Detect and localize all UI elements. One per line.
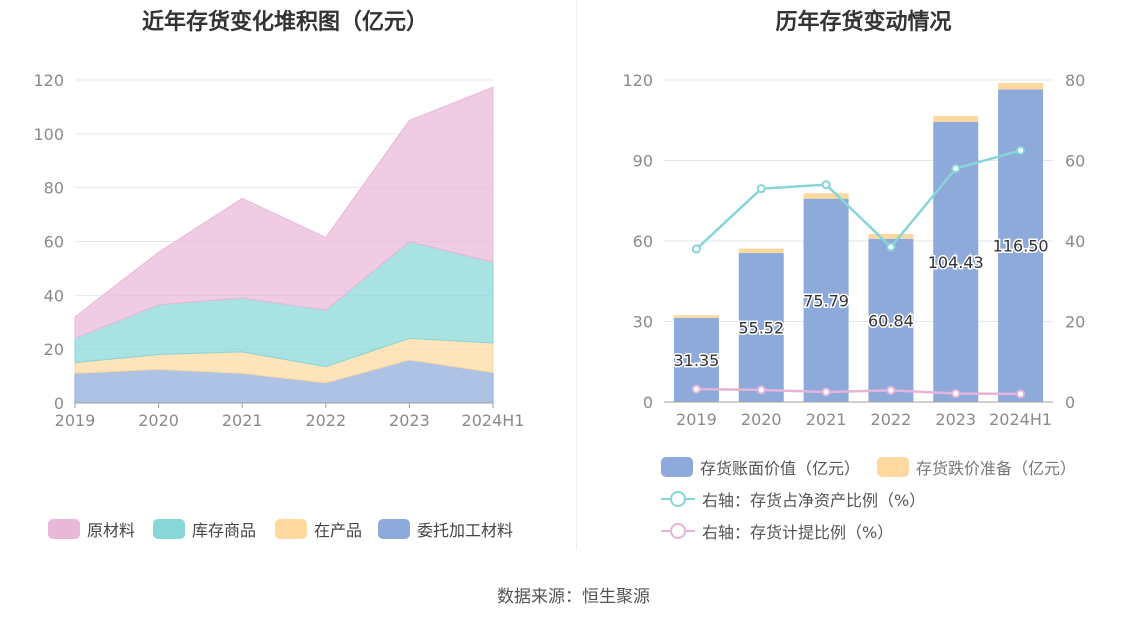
legend-swatch [877,457,909,477]
line-point [886,242,896,252]
bar-impairment [673,315,719,318]
line-point [951,389,961,399]
right-legend-item[interactable]: 存货跌价准备（亿元） [877,455,1076,479]
right-legend-item[interactable]: 存货账面价值（亿元） [661,455,860,479]
data-source-note: 数据来源：恒生聚源 [497,587,650,607]
right-y2-tick-label: 40 [1065,232,1085,251]
bar-data-label: 55.52 [738,319,784,338]
legend-label: 右轴：存货占净资产比例（%） [702,491,926,510]
legend-label: 右轴：存货计提比例（%） [702,523,894,542]
bar-impairment [868,233,914,239]
right-x-tick-label: 2022 [871,410,912,429]
left-y-tick-label: 100 [33,125,64,144]
bar-data-label: 104.43 [928,253,984,272]
right-y-tick-label: 90 [633,152,653,171]
legend-swatch [153,519,185,539]
legend-swatch [661,457,693,477]
line-point [1016,145,1026,155]
left-x-tick-label: 2020 [138,411,179,430]
line-point [886,385,896,395]
right-x-tick-label: 2020 [741,410,782,429]
line-series-provision-ratio [696,387,1021,396]
bar-data-label: 60.84 [868,311,914,330]
line-point [756,184,766,194]
left-x-tick-label: 2021 [222,411,263,430]
left-x-tick-label: 2023 [389,411,430,430]
line-series-net-asset-ratio [695,149,1021,250]
legend-label: 存货账面价值（亿元） [700,459,861,478]
legend-label: 在产品 [314,521,363,540]
left-y-tick-label: 20 [44,340,64,359]
bar-data-label: 31.35 [674,351,720,370]
legend-swatch [661,521,695,541]
bar-data-label: 75.79 [803,291,849,310]
right-y-tick-label: 0 [643,393,653,412]
chart-divider [576,0,577,550]
right-y2-tick-label: 0 [1065,393,1075,412]
right-x-tick-label: 2023 [935,410,976,429]
line-point [756,385,766,395]
line-point [691,244,701,254]
right-y2-tick-label: 80 [1065,71,1085,90]
left-legend-item[interactable]: 委托加工材料 [378,517,513,541]
left-y-tick-label: 120 [33,71,64,90]
line-point [821,387,831,397]
bar-data-label: 116.50 [993,237,1049,256]
left-chart-title: 近年存货变化堆积图（亿元） [141,10,428,35]
bar-book-value [738,253,784,402]
line-point [691,384,701,394]
right-chart-title: 历年存货变动情况 [775,10,952,35]
left-y-tick-label: 80 [44,179,64,198]
legend-swatch [378,519,410,539]
left-x-tick-label: 2024H1 [462,411,525,430]
legend-swatch [661,489,695,509]
area-series-原材料 [74,86,494,340]
bar-book-value [868,238,914,402]
right-legend-item[interactable]: 右轴：存货计提比例（%） [661,519,893,543]
legend-label: 存货跌价准备（亿元） [916,459,1077,478]
bar-impairment [738,248,784,254]
right-x-tick-label: 2021 [806,410,847,429]
left-x-tick-label: 2019 [55,411,96,430]
bar-impairment [998,82,1044,90]
legend-swatch [48,519,80,539]
left-legend-item[interactable]: 在产品 [275,517,362,541]
line-point [1016,389,1026,399]
right-x-tick-label: 2024H1 [989,410,1052,429]
bar-impairment [933,115,979,122]
left-y-tick-label: 0 [54,394,64,413]
right-y-tick-label: 30 [633,313,653,332]
line-point [951,164,961,174]
right-y-tick-label: 60 [633,232,653,251]
bar-book-value [803,198,849,402]
bar-book-value [998,89,1044,403]
right-y2-tick-label: 20 [1065,313,1085,332]
legend-label: 原材料 [87,521,136,540]
legend-label: 委托加工材料 [417,521,514,540]
left-x-tick-label: 2022 [305,411,346,430]
right-y-tick-label: 120 [622,71,653,90]
left-y-tick-label: 60 [44,233,64,252]
bar-impairment [803,193,849,199]
line-point [821,180,831,190]
legend-label: 库存商品 [192,521,257,540]
left-legend-item[interactable]: 原材料 [48,517,135,541]
left-legend-item[interactable]: 库存商品 [153,517,256,541]
right-y2-tick-label: 60 [1065,152,1085,171]
left-y-tick-label: 40 [44,286,64,305]
right-x-tick-label: 2019 [676,410,717,429]
right-legend-item[interactable]: 右轴：存货占净资产比例（%） [661,487,925,511]
legend-swatch [275,519,307,539]
